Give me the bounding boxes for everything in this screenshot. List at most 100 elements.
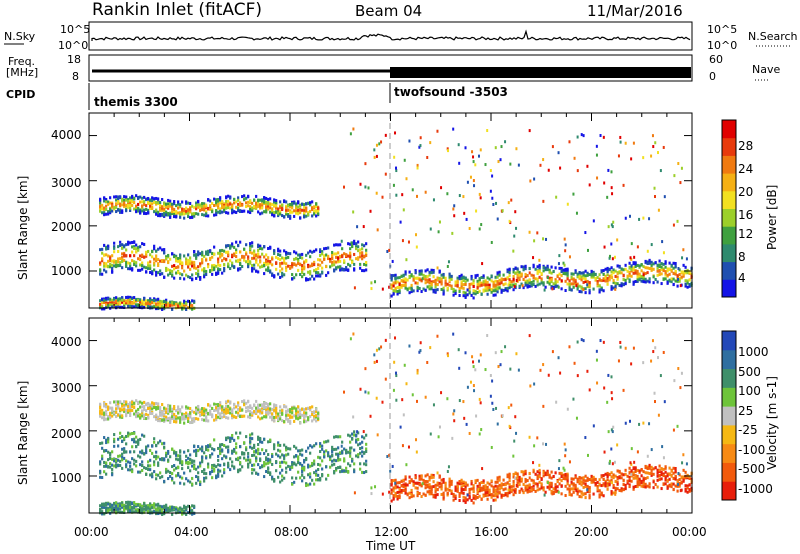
heat-cell (319, 478, 322, 482)
heat-cell (680, 275, 683, 279)
heat-cell (450, 479, 453, 483)
heat-cell (472, 285, 475, 289)
heat-cell (660, 262, 663, 266)
heat-cell (291, 411, 294, 415)
heat-cell (636, 269, 639, 273)
heat-cell (237, 411, 240, 415)
heat-cell (444, 283, 447, 287)
heat-cell (640, 263, 643, 267)
heat-cell (205, 448, 208, 452)
heat-cell (297, 461, 300, 465)
heat-cell (169, 300, 172, 304)
heat-cell (217, 267, 220, 271)
heat-cell (213, 264, 216, 268)
heat-cell (311, 413, 314, 417)
heat-cell (139, 470, 142, 474)
heat-cell (420, 278, 423, 282)
heat-cell (107, 254, 110, 258)
heat-cell (145, 472, 148, 476)
heat-cell (165, 503, 168, 507)
heat-cell (464, 282, 467, 286)
heat-cell-sparse (611, 225, 614, 229)
heat-cell (139, 416, 142, 420)
heat-cell (231, 413, 234, 417)
heat-cell (307, 406, 310, 410)
heat-cell (275, 469, 278, 473)
heat-cell (173, 276, 176, 280)
heat-cell (578, 284, 581, 288)
heat-cell (181, 210, 184, 214)
heat-cell (530, 280, 533, 284)
heat-cell (207, 214, 210, 218)
heat-cell (644, 280, 647, 284)
heat-cell (167, 411, 170, 415)
heat-cell (390, 482, 393, 486)
heat-cell (215, 264, 218, 268)
heat-cell (428, 478, 431, 482)
heat-cell (299, 262, 302, 266)
heat-cell (299, 462, 302, 466)
heat-cell (157, 299, 160, 303)
heat-cell (177, 257, 180, 261)
heat-cell (426, 485, 429, 489)
heat-cell (664, 261, 667, 265)
heat-cell (129, 464, 132, 468)
heat-cell (133, 296, 136, 300)
heat-cell (187, 460, 190, 464)
heat-cell (275, 261, 278, 265)
heat-cell-sparse (642, 216, 645, 220)
heat-cell (640, 279, 643, 283)
heat-cell (259, 457, 262, 461)
heat-cell (175, 210, 178, 214)
heat-cell (223, 454, 226, 458)
heat-cell (129, 264, 132, 268)
heat-cell (143, 211, 146, 215)
heat-cell (147, 201, 150, 205)
heat-cell (103, 505, 106, 509)
heat-cell (261, 202, 264, 206)
heat-cell (347, 433, 350, 437)
heat-cell (458, 494, 461, 498)
heat-cell (169, 271, 172, 275)
heat-cell (251, 432, 254, 436)
heat-cell (177, 473, 180, 477)
heat-cell (247, 265, 250, 269)
heat-cell (291, 263, 294, 267)
heat-cell (205, 210, 208, 214)
heat-cell (245, 252, 248, 256)
heat-cell (337, 260, 340, 264)
heat-cell (241, 209, 244, 213)
heat-cell (301, 466, 304, 470)
heat-cell (235, 248, 238, 252)
heat-cell (267, 410, 270, 414)
heat-cell (139, 463, 142, 467)
heat-cell (434, 281, 437, 285)
heat-cell (101, 505, 104, 509)
heat-cell (532, 279, 535, 283)
heat-cell (157, 197, 160, 201)
heat-cell (125, 197, 128, 201)
heat-cell (133, 299, 136, 303)
heat-cell (339, 265, 342, 269)
heat-cell (117, 503, 120, 507)
heat-cell (408, 491, 411, 495)
heat-cell (263, 210, 266, 214)
heat-cell (271, 416, 274, 420)
heat-cell (634, 271, 637, 275)
xtick-6: 00:00 (672, 525, 707, 539)
heat-cell (137, 400, 140, 404)
heat-cell (105, 438, 108, 442)
heat-cell (492, 293, 495, 297)
heat-cell (486, 276, 489, 280)
heat-cell (510, 283, 513, 287)
heat-cell (402, 478, 405, 482)
heat-cell (143, 434, 146, 438)
heat-cell (255, 410, 258, 414)
heat-cell (161, 418, 164, 422)
heat-cell (267, 470, 270, 474)
heat-cell (107, 450, 110, 454)
heat-cell (349, 264, 352, 268)
heat-cell-sparse (426, 155, 429, 159)
heat-cell (357, 455, 360, 459)
heat-cell (239, 258, 242, 262)
